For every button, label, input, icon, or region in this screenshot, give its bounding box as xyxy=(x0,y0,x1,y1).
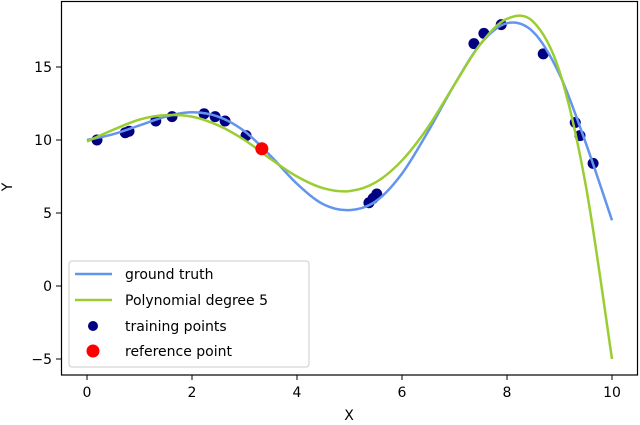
x-tick-label: 10 xyxy=(603,385,621,401)
y-tick-label: 5 xyxy=(43,206,52,222)
y-axis-label: Y xyxy=(0,182,16,192)
polynomial-fit-line xyxy=(86,14,614,360)
training-point xyxy=(468,38,480,50)
x-tick-label: 2 xyxy=(188,385,197,401)
x-axis: 0 2 4 6 8 10 xyxy=(83,375,621,401)
legend-label-ground-truth: ground truth xyxy=(125,267,213,283)
x-tick-label: 8 xyxy=(503,385,512,401)
x-tick-label: 6 xyxy=(398,385,407,401)
y-tick-label: −5 xyxy=(31,352,52,368)
axes-frame xyxy=(60,0,639,376)
x-tick-label: 0 xyxy=(83,385,92,401)
legend-label-training: training points xyxy=(125,319,227,335)
y-tick-label: 0 xyxy=(43,279,52,295)
legend: ground truth Polynomial degree 5 trainin… xyxy=(68,260,310,368)
y-tick-label: 10 xyxy=(34,133,52,149)
training-point xyxy=(371,188,383,200)
x-axis-label: X xyxy=(344,408,354,424)
y-axis: −5 0 5 10 15 xyxy=(31,60,62,368)
legend-box xyxy=(68,260,310,368)
legend-marker-reference-icon xyxy=(86,344,100,358)
x-tick-label: 4 xyxy=(293,385,302,401)
legend-label-reference: reference point xyxy=(125,344,233,360)
legend-marker-training-icon xyxy=(88,321,98,331)
y-tick-label: 15 xyxy=(34,60,52,76)
legend-label-polynomial: Polynomial degree 5 xyxy=(125,293,268,309)
reference-point xyxy=(255,142,269,156)
plot-area xyxy=(86,14,614,360)
